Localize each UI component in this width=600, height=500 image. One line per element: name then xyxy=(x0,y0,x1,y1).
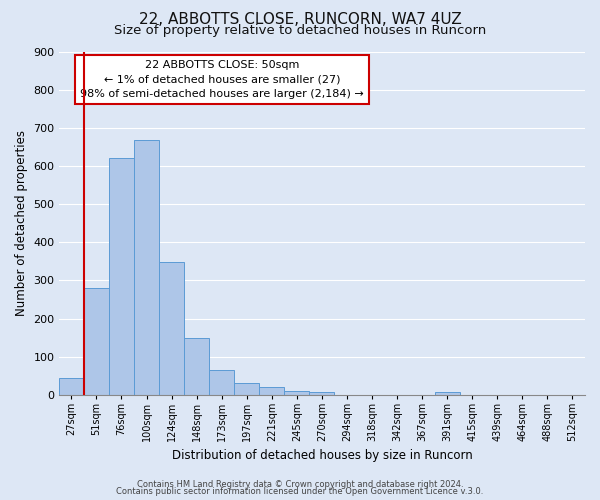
Bar xyxy=(159,262,184,395)
Bar xyxy=(259,387,284,395)
Bar xyxy=(310,392,334,395)
Text: 22 ABBOTTS CLOSE: 50sqm
← 1% of detached houses are smaller (27)
98% of semi-det: 22 ABBOTTS CLOSE: 50sqm ← 1% of detached… xyxy=(80,60,364,99)
Y-axis label: Number of detached properties: Number of detached properties xyxy=(15,130,28,316)
Text: Contains HM Land Registry data © Crown copyright and database right 2024.: Contains HM Land Registry data © Crown c… xyxy=(137,480,463,489)
Bar xyxy=(134,140,159,395)
Bar xyxy=(184,338,209,395)
Bar xyxy=(109,158,134,395)
Bar xyxy=(284,391,310,395)
Text: 22, ABBOTTS CLOSE, RUNCORN, WA7 4UZ: 22, ABBOTTS CLOSE, RUNCORN, WA7 4UZ xyxy=(139,12,461,28)
Bar xyxy=(434,392,460,395)
Bar xyxy=(209,370,234,395)
Text: Contains public sector information licensed under the Open Government Licence v.: Contains public sector information licen… xyxy=(116,487,484,496)
Bar xyxy=(59,378,84,395)
Bar xyxy=(234,382,259,395)
Bar xyxy=(84,288,109,395)
Text: Size of property relative to detached houses in Runcorn: Size of property relative to detached ho… xyxy=(114,24,486,37)
X-axis label: Distribution of detached houses by size in Runcorn: Distribution of detached houses by size … xyxy=(172,450,472,462)
